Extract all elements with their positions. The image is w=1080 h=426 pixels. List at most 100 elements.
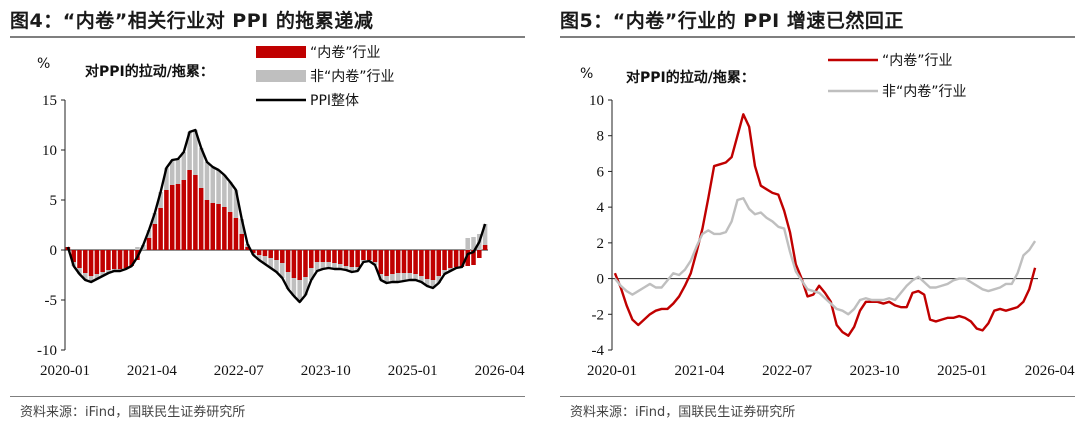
bar — [152, 224, 158, 250]
bar — [83, 273, 88, 280]
bar — [378, 250, 384, 274]
bar — [349, 250, 355, 267]
bar — [135, 247, 140, 250]
bar — [366, 250, 372, 260]
series-line — [613, 113, 1037, 337]
bar — [204, 162, 210, 200]
x-tick-label: 2021-04 — [127, 363, 177, 379]
bar — [216, 204, 221, 250]
y-tick-label: 5 — [50, 193, 58, 209]
y-tick-label: -4 — [592, 343, 605, 359]
bar-line-chart: % 对PPI的拉动/拖累： “内卷”行业 非“内卷”行业 PPI整体 -10 -5… — [37, 45, 525, 379]
x-tick-label: 2022-07 — [762, 363, 812, 379]
bar — [158, 192, 163, 208]
y-tick-label: 8 — [597, 129, 605, 145]
bar — [210, 203, 216, 250]
bar — [297, 280, 302, 302]
bar — [395, 273, 401, 282]
bar — [146, 238, 152, 250]
bar — [390, 250, 395, 274]
bar — [471, 250, 476, 265]
bar — [77, 250, 82, 268]
series-line — [66, 128, 487, 304]
bar — [291, 250, 297, 278]
bar — [349, 267, 355, 272]
bar — [413, 274, 418, 280]
chart-subtitle: 对PPI的拉动/拖累： — [85, 63, 214, 80]
bar — [395, 250, 401, 273]
y-tick-label: 2 — [597, 236, 605, 252]
unit-label: % — [37, 56, 50, 72]
bar — [465, 250, 470, 266]
bar — [471, 237, 476, 250]
bar — [419, 250, 424, 276]
legend-swatch-bar-red — [256, 46, 306, 58]
x-tick-label: 2022-07 — [214, 363, 264, 379]
bar — [407, 273, 413, 280]
legend-label: “内卷”行业 — [882, 53, 953, 69]
bar — [337, 250, 343, 264]
bar — [129, 250, 134, 266]
bar — [332, 263, 337, 269]
bar — [424, 279, 430, 286]
chart-subtitle: 对PPI的拉动/拖累： — [626, 69, 755, 86]
bar — [303, 250, 308, 277]
bar — [111, 250, 117, 269]
bar — [152, 213, 158, 224]
bar — [216, 170, 221, 204]
bar — [309, 268, 314, 280]
chart-title: 图4：“内卷”相关行业对 PPI 的拖累递减 — [10, 10, 374, 32]
bar — [332, 250, 337, 263]
bar — [285, 250, 291, 272]
bar — [274, 260, 279, 272]
bar — [169, 160, 175, 185]
bar — [193, 130, 198, 175]
legend-label: 非“内卷”行业 — [882, 84, 967, 100]
bar — [337, 264, 343, 269]
chart-panel-right: 图5：“内卷”行业的 PPI 增速已然回正 % 对PPI的拉动/拖累： “内卷”… — [560, 0, 1075, 426]
bar — [314, 250, 320, 262]
bar — [181, 152, 187, 180]
bar — [314, 262, 320, 271]
bar — [239, 234, 244, 250]
bar — [436, 250, 442, 276]
bar — [453, 250, 459, 267]
bar — [106, 250, 111, 270]
bar — [169, 185, 175, 250]
line-chart: % 对PPI的拉动/拖累： “内卷”行业 非“内卷”行业 -4 -2 0 2 4 6 8 10… — [580, 53, 1075, 379]
bar — [94, 274, 100, 279]
bar — [222, 175, 227, 207]
bar — [401, 273, 407, 281]
chart-title: 图5：“内卷”行业的 PPI 增速已然回正 — [560, 10, 904, 32]
title-divider — [560, 36, 1075, 38]
bar — [280, 263, 285, 278]
bar — [193, 175, 198, 250]
bar — [256, 255, 262, 260]
bar — [251, 250, 256, 253]
y-tick-label: 6 — [597, 164, 605, 180]
bar — [477, 250, 482, 258]
x-tick-label: 2023-10 — [301, 363, 351, 379]
bar — [465, 238, 470, 250]
bar — [268, 250, 273, 258]
x-tick-label: 2021-04 — [675, 363, 725, 379]
bar — [204, 200, 210, 250]
bar — [372, 250, 378, 262]
legend: “内卷”行业 非“内卷”行业 — [828, 53, 967, 100]
bar — [326, 250, 331, 262]
bar — [175, 159, 181, 184]
bar — [222, 207, 227, 250]
source-note: 资料来源：iFind，国联民生证券研究所 — [570, 405, 796, 420]
legend: “内卷”行业 非“内卷”行业 PPI整体 — [256, 45, 395, 109]
bar — [123, 250, 129, 268]
bar — [181, 180, 187, 250]
series-line — [613, 197, 1037, 316]
bar — [309, 250, 314, 268]
bar — [158, 208, 163, 250]
y-tick-label: 10 — [42, 143, 57, 159]
x-tick-label: 2025-01 — [388, 363, 438, 379]
bar — [245, 247, 250, 250]
x-tick-label: 2020-01 — [40, 363, 90, 379]
bar — [71, 250, 76, 262]
bar — [198, 188, 204, 250]
